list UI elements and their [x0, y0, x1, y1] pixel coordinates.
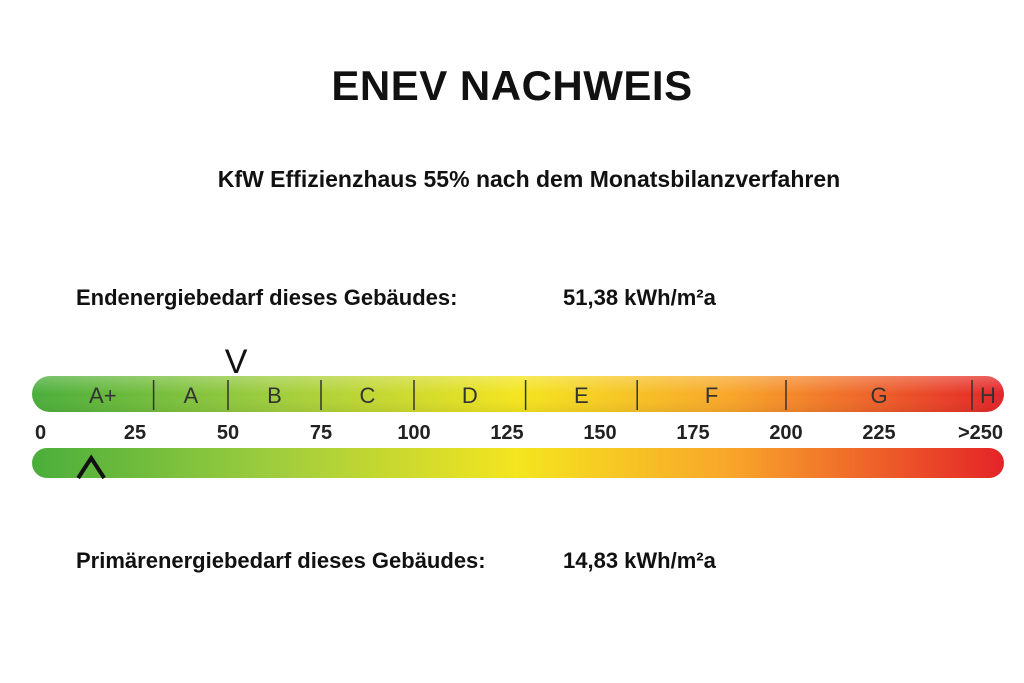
tick-label: 0 [35, 422, 46, 444]
tick-label: 100 [397, 422, 430, 444]
energy-efficiency-scale: V A+ A B C D E F G H 0 25 50 75 100 125 150 175 200 225 >2… [32, 343, 1004, 480]
class-label-g: G [870, 383, 887, 408]
tick-label: 125 [490, 422, 523, 444]
gradient-bar [32, 448, 1004, 478]
class-label-e: E [574, 383, 589, 408]
tick-label: 175 [676, 422, 709, 444]
tick-label: 50 [217, 422, 239, 444]
endenergie-label: Endenergiebedarf dieses Gebäudes: [76, 285, 458, 310]
tick-label: 200 [769, 422, 802, 444]
class-label-c: C [360, 383, 376, 408]
tick-label: 25 [124, 422, 146, 444]
primaerenergie-label: Primärenergiebedarf dieses Gebäudes: [76, 548, 486, 573]
page-subtitle: KfW Effizienzhaus 55% nach dem Monatsbil… [217, 166, 841, 192]
class-label-aplus: A+ [89, 383, 117, 408]
class-label-a: A [183, 383, 198, 408]
tick-label: 225 [862, 422, 895, 444]
page-title: ENEV NACHWEIS [331, 62, 693, 109]
endenergie-value: 51,38 kWh/m²a [563, 285, 716, 310]
primaerenergie-marker [76, 454, 106, 480]
primaerenergie-value: 14,83 kWh/m²a [563, 548, 716, 573]
class-label-h: H [980, 383, 996, 408]
endenergie-marker: V [225, 343, 248, 381]
class-label-d: D [462, 383, 478, 408]
tick-label: 75 [310, 422, 332, 444]
class-label-b: B [267, 383, 282, 408]
class-label-f: F [705, 383, 718, 408]
tick-label: >250 [958, 422, 1003, 444]
tick-label: 150 [583, 422, 616, 444]
